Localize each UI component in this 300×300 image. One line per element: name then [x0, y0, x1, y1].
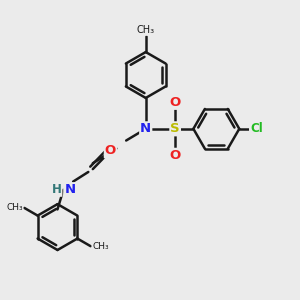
Text: O: O — [169, 149, 181, 162]
Text: N: N — [64, 183, 75, 196]
Text: Cl: Cl — [250, 122, 263, 135]
Text: O: O — [105, 144, 116, 158]
Text: O: O — [169, 96, 181, 109]
Text: CH₃: CH₃ — [92, 242, 109, 251]
Text: H: H — [52, 183, 62, 196]
Text: S: S — [170, 122, 180, 135]
Text: CH₃: CH₃ — [137, 25, 155, 35]
Text: N: N — [140, 122, 151, 135]
Text: CH₃: CH₃ — [6, 203, 23, 212]
